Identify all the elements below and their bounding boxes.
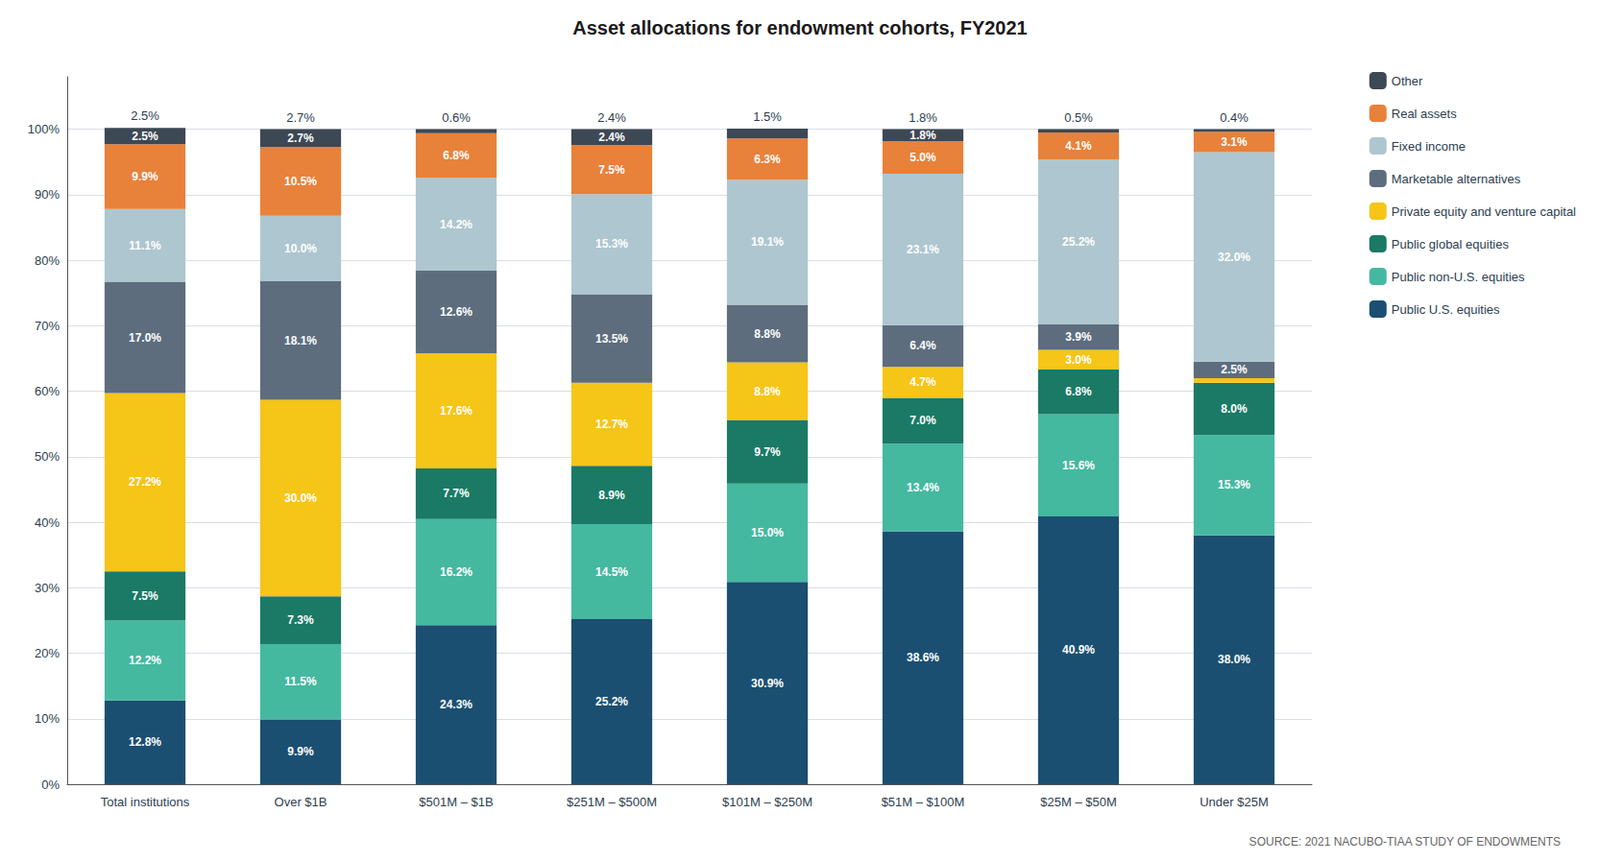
svg-text:2.5%: 2.5% — [131, 129, 159, 144]
svg-text:10.0%: 10.0% — [284, 242, 317, 256]
svg-text:2.7%: 2.7% — [286, 110, 316, 125]
svg-text:$25M – $50M: $25M – $50M — [1040, 795, 1117, 810]
svg-text:8.8%: 8.8% — [753, 385, 781, 399]
svg-text:10%: 10% — [34, 711, 60, 727]
svg-text:7.7%: 7.7% — [442, 486, 470, 501]
svg-text:7.5%: 7.5% — [598, 163, 626, 177]
svg-text:Public non-U.S. equities: Public non-U.S. equities — [1391, 269, 1526, 285]
svg-text:38.0%: 38.0% — [1217, 653, 1251, 667]
svg-text:Over $1B: Over $1B — [274, 795, 328, 810]
svg-text:Under $25M: Under $25M — [1199, 795, 1269, 810]
svg-text:$501M – $1B: $501M – $1B — [418, 795, 493, 810]
svg-text:0.4%: 0.4% — [1219, 110, 1249, 125]
svg-text:1.8%: 1.8% — [908, 110, 938, 125]
svg-text:90%: 90% — [34, 187, 60, 202]
svg-text:18.1%: 18.1% — [284, 334, 317, 348]
svg-text:30.0%: 30.0% — [284, 491, 317, 506]
svg-text:13.4%: 13.4% — [906, 481, 940, 495]
svg-text:14.2%: 14.2% — [439, 218, 473, 232]
svg-text:Public U.S. equities: Public U.S. equities — [1391, 302, 1501, 317]
svg-text:Fixed income: Fixed income — [1391, 139, 1466, 154]
svg-text:0.5%: 0.5% — [1064, 110, 1093, 125]
svg-text:19.1%: 19.1% — [751, 235, 784, 249]
svg-text:10.5%: 10.5% — [284, 174, 317, 189]
svg-text:1.8%: 1.8% — [909, 128, 937, 143]
svg-text:$101M – $250M: $101M – $250M — [722, 795, 813, 810]
svg-text:4.7%: 4.7% — [909, 375, 937, 389]
svg-text:3.1%: 3.1% — [1220, 135, 1248, 149]
svg-text:25.2%: 25.2% — [1062, 235, 1095, 249]
svg-text:Total institutions: Total institutions — [100, 795, 191, 810]
svg-text:15.3%: 15.3% — [1217, 478, 1251, 492]
svg-text:1.5%: 1.5% — [752, 109, 782, 124]
svg-text:70%: 70% — [34, 318, 60, 334]
svg-text:Marketable alternatives: Marketable alternatives — [1391, 171, 1522, 187]
svg-text:Other: Other — [1391, 73, 1424, 89]
svg-text:38.6%: 38.6% — [906, 651, 940, 665]
svg-text:Private equity and venture cap: Private equity and venture capital — [1391, 204, 1576, 219]
svg-text:25.2%: 25.2% — [595, 695, 629, 709]
svg-text:2.5%: 2.5% — [1220, 363, 1248, 377]
svg-text:50%: 50% — [34, 449, 60, 464]
svg-text:12.6%: 12.6% — [439, 305, 473, 319]
svg-text:9.9%: 9.9% — [287, 745, 315, 759]
svg-text:16.2%: 16.2% — [439, 565, 473, 580]
svg-text:100%: 100% — [27, 121, 61, 137]
svg-text:40.9%: 40.9% — [1062, 643, 1095, 657]
svg-text:15.3%: 15.3% — [595, 237, 629, 251]
svg-text:12.2%: 12.2% — [128, 654, 162, 668]
svg-text:40%: 40% — [34, 515, 60, 531]
svg-text:8.8%: 8.8% — [753, 327, 781, 341]
svg-text:13.5%: 13.5% — [595, 332, 629, 346]
svg-text:6.8%: 6.8% — [1065, 385, 1092, 399]
svg-text:5.0%: 5.0% — [909, 150, 937, 165]
svg-text:3.0%: 3.0% — [1065, 353, 1092, 367]
svg-text:8.0%: 8.0% — [1220, 402, 1248, 416]
svg-text:$251M – $500M: $251M – $500M — [566, 795, 657, 810]
svg-text:7.3%: 7.3% — [287, 613, 315, 628]
svg-text:8.9%: 8.9% — [598, 488, 626, 503]
svg-text:24.3%: 24.3% — [439, 698, 473, 712]
svg-text:Asset allocations for endowmen: Asset allocations for endowment cohorts,… — [572, 17, 1027, 39]
svg-text:Public global equities: Public global equities — [1391, 237, 1510, 252]
svg-text:30%: 30% — [34, 581, 60, 596]
svg-text:17.6%: 17.6% — [439, 404, 473, 418]
svg-text:80%: 80% — [34, 253, 60, 268]
svg-text:14.5%: 14.5% — [595, 565, 629, 580]
svg-text:11.5%: 11.5% — [284, 675, 317, 689]
svg-text:2.7%: 2.7% — [287, 131, 315, 146]
svg-text:SOURCE: 2021 NACUBO-TIAA STUDY: SOURCE: 2021 NACUBO-TIAA STUDY OF ENDOWM… — [1249, 835, 1562, 849]
svg-text:2.5%: 2.5% — [130, 108, 160, 123]
svg-text:9.9%: 9.9% — [131, 169, 159, 184]
svg-text:6.4%: 6.4% — [909, 339, 937, 353]
svg-text:27.2%: 27.2% — [128, 475, 162, 489]
svg-text:12.7%: 12.7% — [595, 417, 629, 432]
svg-text:$51M – $100M: $51M – $100M — [881, 795, 966, 810]
svg-text:6.8%: 6.8% — [442, 148, 470, 163]
svg-text:0.6%: 0.6% — [441, 110, 471, 125]
svg-text:2.4%: 2.4% — [597, 110, 627, 125]
svg-text:3.9%: 3.9% — [1065, 330, 1092, 344]
svg-text:17.0%: 17.0% — [128, 331, 162, 345]
svg-text:0%: 0% — [41, 777, 60, 793]
svg-text:2.4%: 2.4% — [598, 130, 626, 145]
svg-text:7.5%: 7.5% — [131, 589, 159, 604]
svg-text:Real assets: Real assets — [1391, 106, 1457, 122]
svg-text:60%: 60% — [34, 384, 60, 399]
svg-text:15.6%: 15.6% — [1062, 459, 1095, 473]
svg-text:6.3%: 6.3% — [753, 152, 781, 167]
svg-text:32.0%: 32.0% — [1217, 250, 1251, 265]
svg-text:11.1%: 11.1% — [128, 239, 162, 253]
svg-text:9.7%: 9.7% — [753, 445, 781, 460]
svg-text:12.8%: 12.8% — [128, 735, 162, 750]
svg-text:23.1%: 23.1% — [906, 242, 940, 257]
svg-text:20%: 20% — [34, 646, 60, 661]
svg-text:7.0%: 7.0% — [909, 413, 937, 428]
svg-text:30.9%: 30.9% — [751, 677, 784, 691]
svg-text:4.1%: 4.1% — [1065, 139, 1092, 153]
svg-text:15.0%: 15.0% — [751, 526, 784, 540]
